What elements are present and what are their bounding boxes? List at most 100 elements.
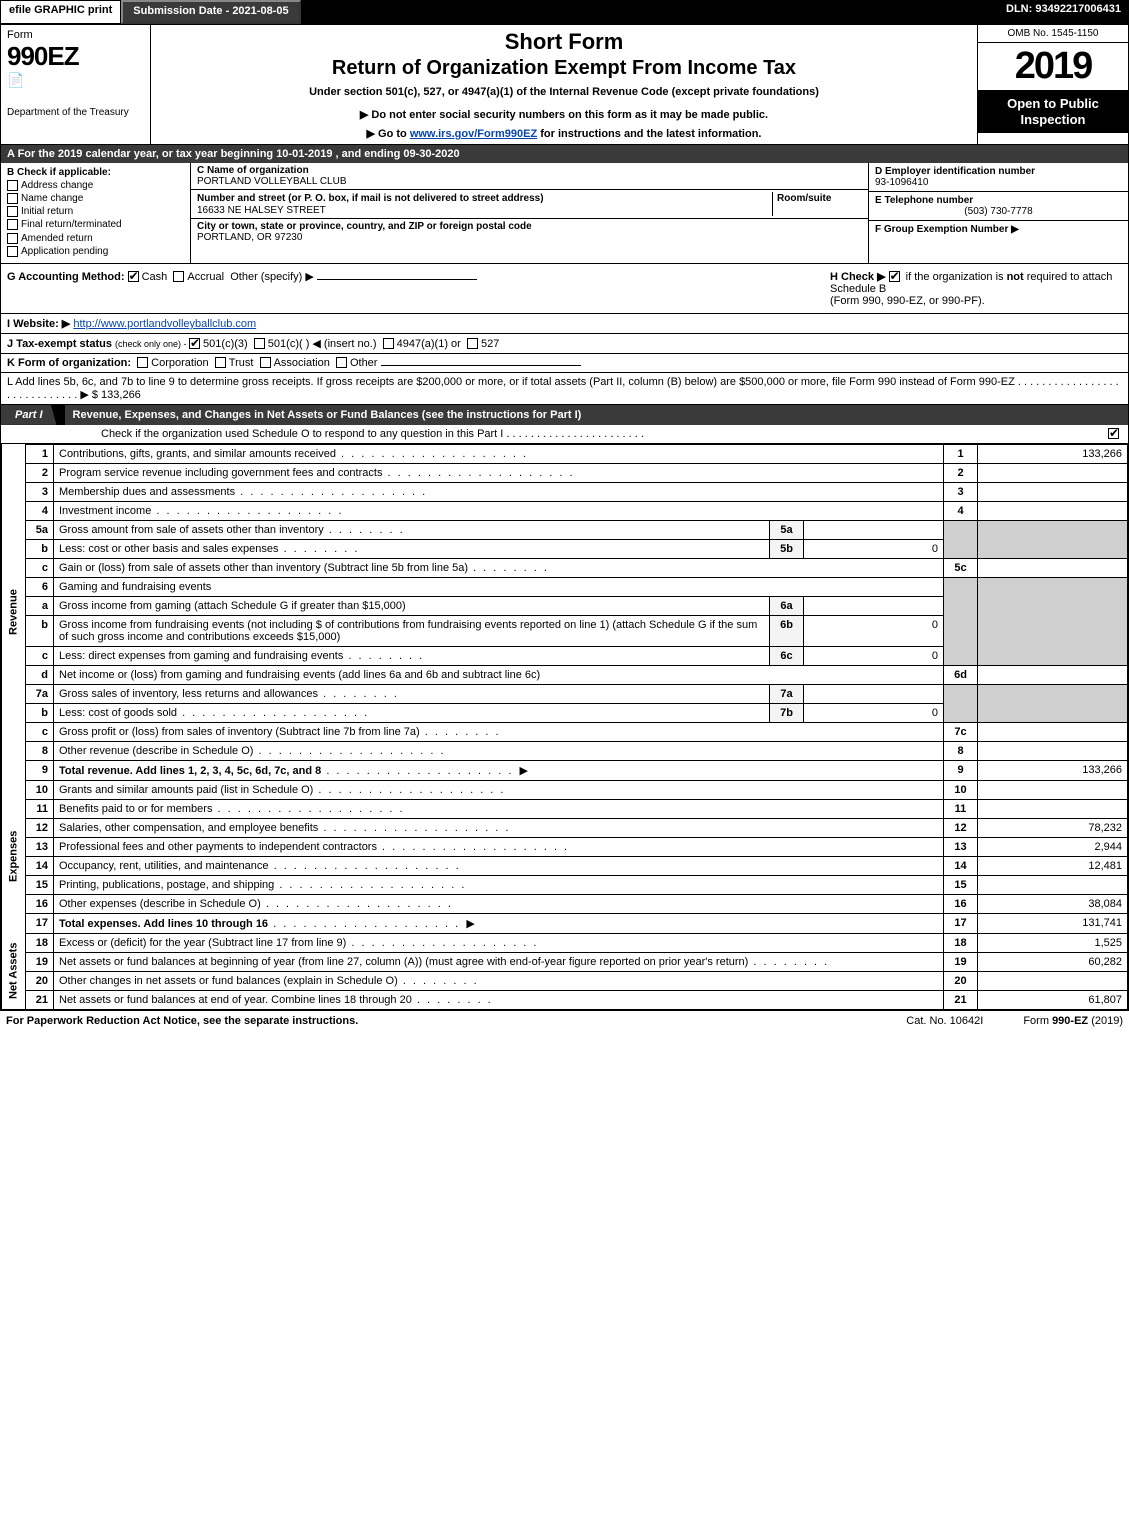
chk-other-org[interactable] — [336, 357, 347, 368]
line14-value: 12,481 — [978, 856, 1128, 875]
part1-title: Revenue, Expenses, and Changes in Net As… — [73, 409, 582, 421]
line5b-value: 0 — [804, 539, 944, 558]
box-j: J Tax-exempt status (check only one) - 5… — [1, 334, 1128, 354]
box-k: K Form of organization: Corporation Trus… — [1, 354, 1128, 373]
note-ssn: ▶ Do not enter social security numbers o… — [159, 108, 969, 121]
revenue-side-label: Revenue — [2, 444, 26, 780]
line3-value — [978, 482, 1128, 501]
line10-value — [978, 780, 1128, 799]
org-info-grid: B Check if applicable: Address change Na… — [1, 163, 1128, 264]
line17-value: 131,741 — [978, 913, 1128, 933]
part1-table: Revenue 1 Contributions, gifts, grants, … — [1, 444, 1128, 1010]
part1-subnote: Check if the organization used Schedule … — [1, 425, 1128, 444]
line4-value — [978, 501, 1128, 520]
group-exempt-label: F Group Exemption Number ▶ — [875, 224, 1122, 235]
expenses-side-label: Expenses — [2, 780, 26, 933]
chk-accrual[interactable] — [173, 271, 184, 282]
line5c-value — [978, 558, 1128, 577]
part1-header: Part I Revenue, Expenses, and Changes in… — [1, 405, 1128, 425]
gh-row: G Accounting Method: Cash Accrual Other … — [1, 264, 1128, 314]
form-header: Form 990EZ 📄 Department of the Treasury … — [1, 25, 1128, 145]
submission-date-button[interactable]: Submission Date - 2021-08-05 — [121, 0, 300, 24]
form-frame: Form 990EZ 📄 Department of the Treasury … — [0, 24, 1129, 1011]
website-link[interactable]: http://www.portlandvolleyballclub.com — [73, 318, 256, 330]
form-year-block: OMB No. 1545-1150 2019 Open to Public In… — [978, 25, 1128, 144]
chk-4947a1[interactable] — [383, 338, 394, 349]
chk-initial-return[interactable] — [7, 206, 18, 217]
form-title-block: Short Form Return of Organization Exempt… — [151, 25, 978, 144]
dept-label: Department of the Treasury — [7, 107, 144, 118]
box-l: L Add lines 5b, 6c, and 7b to line 9 to … — [1, 373, 1128, 405]
irs-link[interactable]: www.irs.gov/Form990EZ — [410, 128, 537, 140]
chk-schedule-b-not-required[interactable] — [889, 271, 900, 282]
line12-value: 78,232 — [978, 818, 1128, 837]
line8-value — [978, 741, 1128, 760]
form-word: Form — [7, 29, 144, 41]
chk-association[interactable] — [260, 357, 271, 368]
line7b-value: 0 — [804, 703, 944, 722]
line7c-value — [978, 722, 1128, 741]
box-def: D Employer identification number 93-1096… — [868, 163, 1128, 263]
box-b-label: B Check if applicable: — [7, 167, 184, 178]
chk-527[interactable] — [467, 338, 478, 349]
chk-address-change[interactable] — [7, 180, 18, 191]
org-name-label: C Name of organization — [197, 165, 862, 176]
city-label: City or town, state or province, country… — [197, 221, 862, 232]
tax-period-row: A For the 2019 calendar year, or tax yea… — [1, 145, 1128, 163]
chk-amended-return[interactable] — [7, 233, 18, 244]
line15-value — [978, 875, 1128, 894]
org-other-input[interactable] — [381, 365, 581, 366]
line18-value: 1,525 — [978, 933, 1128, 952]
chk-trust[interactable] — [215, 357, 226, 368]
accounting-other-input[interactable] — [317, 279, 477, 280]
line6b-value: 0 — [804, 615, 944, 646]
line9-value: 133,266 — [978, 760, 1128, 780]
line11-value — [978, 799, 1128, 818]
page-footer: For Paperwork Reduction Act Notice, see … — [0, 1011, 1129, 1031]
city-value: PORTLAND, OR 97230 — [197, 232, 862, 243]
title-line2: Return of Organization Exempt From Incom… — [159, 57, 969, 80]
cat-number: Cat. No. 10642I — [906, 1015, 983, 1027]
open-inspection: Open to Public Inspection — [978, 90, 1128, 133]
form-id-block: Form 990EZ 📄 Department of the Treasury — [1, 25, 151, 144]
box-c: C Name of organization PORTLAND VOLLEYBA… — [191, 163, 868, 263]
box-g: G Accounting Method: Cash Accrual Other … — [7, 270, 822, 307]
chk-application-pending[interactable] — [7, 246, 18, 257]
phone-label: E Telephone number — [875, 195, 1122, 206]
line1-value: 133,266 — [978, 444, 1128, 463]
line6d-value — [978, 665, 1128, 684]
net-assets-side-label: Net Assets — [2, 933, 26, 1009]
box-b: B Check if applicable: Address change Na… — [1, 163, 191, 263]
paperwork-notice: For Paperwork Reduction Act Notice, see … — [6, 1015, 866, 1027]
form-number: 990EZ — [7, 41, 144, 72]
chk-501c3[interactable] — [189, 338, 200, 349]
tax-year: 2019 — [978, 43, 1128, 90]
line16-value: 38,084 — [978, 894, 1128, 913]
box-i: I Website: ▶ http://www.portlandvolleyba… — [1, 314, 1128, 334]
street-label: Number and street (or P. O. box, if mail… — [197, 193, 544, 204]
chk-name-change[interactable] — [7, 193, 18, 204]
line19-value: 60,282 — [978, 952, 1128, 971]
ein-value: 93-1096410 — [875, 177, 1122, 188]
chk-corporation[interactable] — [137, 357, 148, 368]
part1-tab: Part I — [1, 405, 57, 425]
form-footer-id: Form 990-EZ (2019) — [1023, 1015, 1123, 1027]
line5a-value — [804, 520, 944, 539]
top-bar: efile GRAPHIC print Submission Date - 20… — [0, 0, 1129, 24]
phone-value: (503) 730-7778 — [875, 206, 1122, 217]
line20-value — [978, 971, 1128, 990]
chk-501c[interactable] — [254, 338, 265, 349]
chk-schedule-o-used[interactable] — [1108, 428, 1119, 439]
line6c-value: 0 — [804, 646, 944, 665]
efile-print-button[interactable]: efile GRAPHIC print — [0, 0, 121, 24]
chk-cash[interactable] — [128, 271, 139, 282]
line2-value — [978, 463, 1128, 482]
pdf-icon[interactable]: 📄 — [7, 72, 24, 88]
omb-number: OMB No. 1545-1150 — [978, 25, 1128, 43]
line13-value: 2,944 — [978, 837, 1128, 856]
chk-final-return[interactable] — [7, 219, 18, 230]
street-value: 16633 NE HALSEY STREET — [197, 205, 326, 216]
dln-label: DLN: 93492217006431 — [998, 0, 1129, 24]
org-name-value: PORTLAND VOLLEYBALL CLUB — [197, 176, 862, 187]
box-h: H Check ▶ if the organization is not req… — [822, 270, 1122, 307]
